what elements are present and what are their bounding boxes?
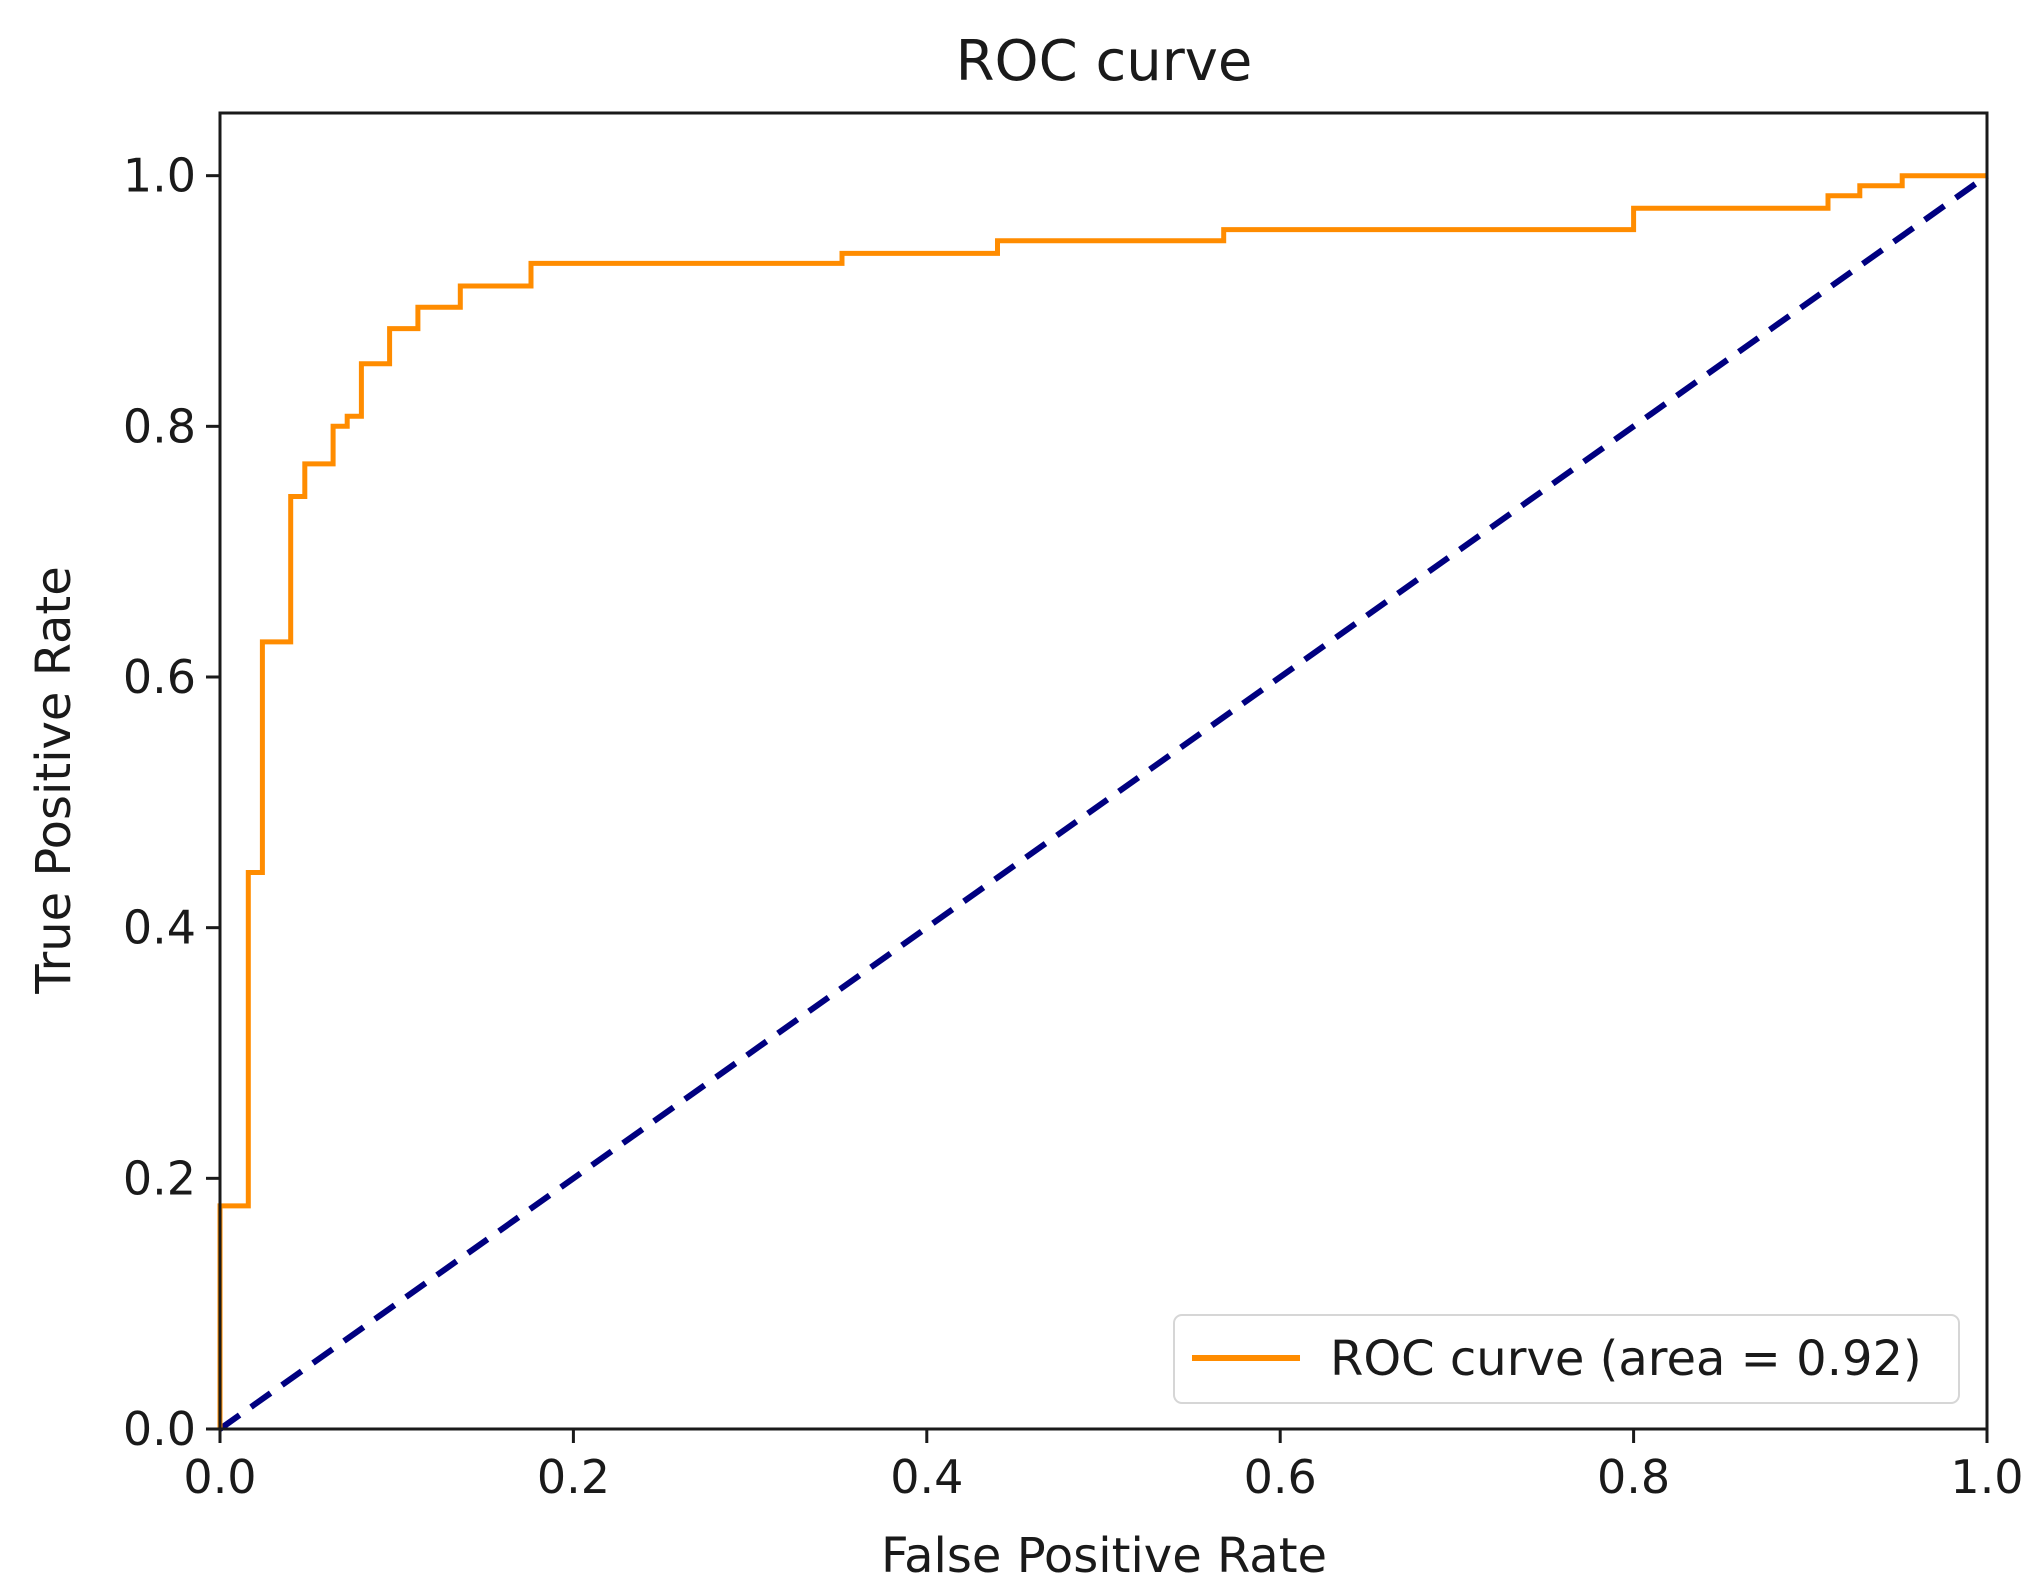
x-tick-label: 0.4 — [890, 1450, 963, 1504]
y-tick-label: 0.8 — [123, 399, 196, 453]
plot-frame — [218, 111, 1989, 1431]
chance-diagonal-line — [218, 173, 1989, 1432]
x-tick-label: 1.0 — [1950, 1450, 2023, 1504]
y-tick-label: 0.6 — [123, 650, 196, 704]
axis-ticks: 0.0 0.2 0.4 0.6 0.8 1.0 0.0 0.2 0.4 0.6 0.8 1.0 — [123, 149, 2024, 1504]
chart-title: ROC curve — [956, 29, 1253, 94]
roc-curve-line — [217, 173, 1987, 1429]
y-tick-label: 0.2 — [123, 1151, 196, 1205]
legend-label-roc: ROC curve (area = 0.92) — [1330, 1331, 1922, 1387]
y-tick-label: 1.0 — [123, 149, 196, 203]
x-tick-label: 0.8 — [1597, 1450, 1670, 1504]
y-tick-label: 0.4 — [123, 901, 196, 955]
y-tick-label: 0.0 — [123, 1402, 196, 1456]
legend-box — [1173, 1314, 1960, 1404]
x-tick-label: 0.6 — [1244, 1450, 1317, 1504]
plot-area — [217, 173, 1989, 1432]
legend: ROC curve (area = 0.92) — [1173, 1314, 1960, 1404]
x-tick-label: 0.0 — [183, 1450, 256, 1504]
y-axis-label: True Positive Rate — [26, 566, 82, 995]
x-tick-label: 0.2 — [537, 1450, 610, 1504]
x-axis-label: False Positive Rate — [881, 1528, 1327, 1584]
